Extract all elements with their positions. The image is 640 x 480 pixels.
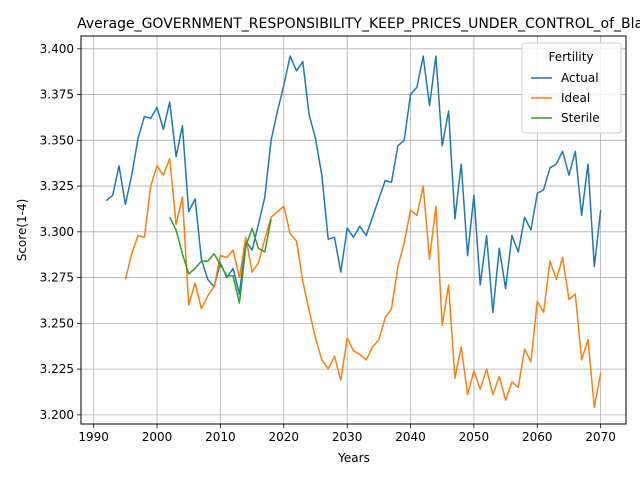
x-tick-label: 2020 xyxy=(269,430,300,444)
y-tick-label: 3.350 xyxy=(40,133,74,147)
y-axis-ticks: 3.200 3.225 3.250 3.275 3.300 3.325 3.350 3.375… xyxy=(40,42,81,422)
x-tick-label: 2000 xyxy=(142,430,173,444)
y-axis-label: Score(1-4) xyxy=(15,199,29,262)
legend-title: Fertility xyxy=(548,50,593,64)
x-tick-label: 2030 xyxy=(332,430,363,444)
x-tick-label: 2060 xyxy=(522,430,553,444)
x-tick-label: 1990 xyxy=(78,430,109,444)
x-tick-label: 2040 xyxy=(395,430,426,444)
chart-title: Average_GOVERNMENT_RESPONSIBILITY_KEEP_P… xyxy=(77,16,640,32)
legend-label-ideal: Ideal xyxy=(561,91,590,105)
series-line-ideal xyxy=(125,159,600,408)
y-tick-label: 3.300 xyxy=(40,225,74,239)
legend-label-actual: Actual xyxy=(561,71,599,85)
x-axis-label: Years xyxy=(337,451,370,465)
y-tick-label: 3.400 xyxy=(40,42,74,56)
y-tick-label: 3.275 xyxy=(40,271,74,285)
y-tick-label: 3.375 xyxy=(40,88,74,102)
legend-label-sterile: Sterile xyxy=(561,111,600,125)
x-axis-ticks: 1990 2000 2010 2020 2030 2040 2050 2060 2070 xyxy=(78,424,616,444)
x-tick-label: 2010 xyxy=(205,430,236,444)
x-tick-label: 2050 xyxy=(459,430,490,444)
y-tick-label: 3.250 xyxy=(40,316,74,330)
x-tick-label: 2070 xyxy=(585,430,616,444)
y-tick-label: 3.200 xyxy=(40,408,74,422)
legend: Fertility Actual Ideal Sterile xyxy=(522,43,621,133)
y-tick-label: 3.325 xyxy=(40,179,74,193)
y-tick-label: 3.225 xyxy=(40,362,74,376)
